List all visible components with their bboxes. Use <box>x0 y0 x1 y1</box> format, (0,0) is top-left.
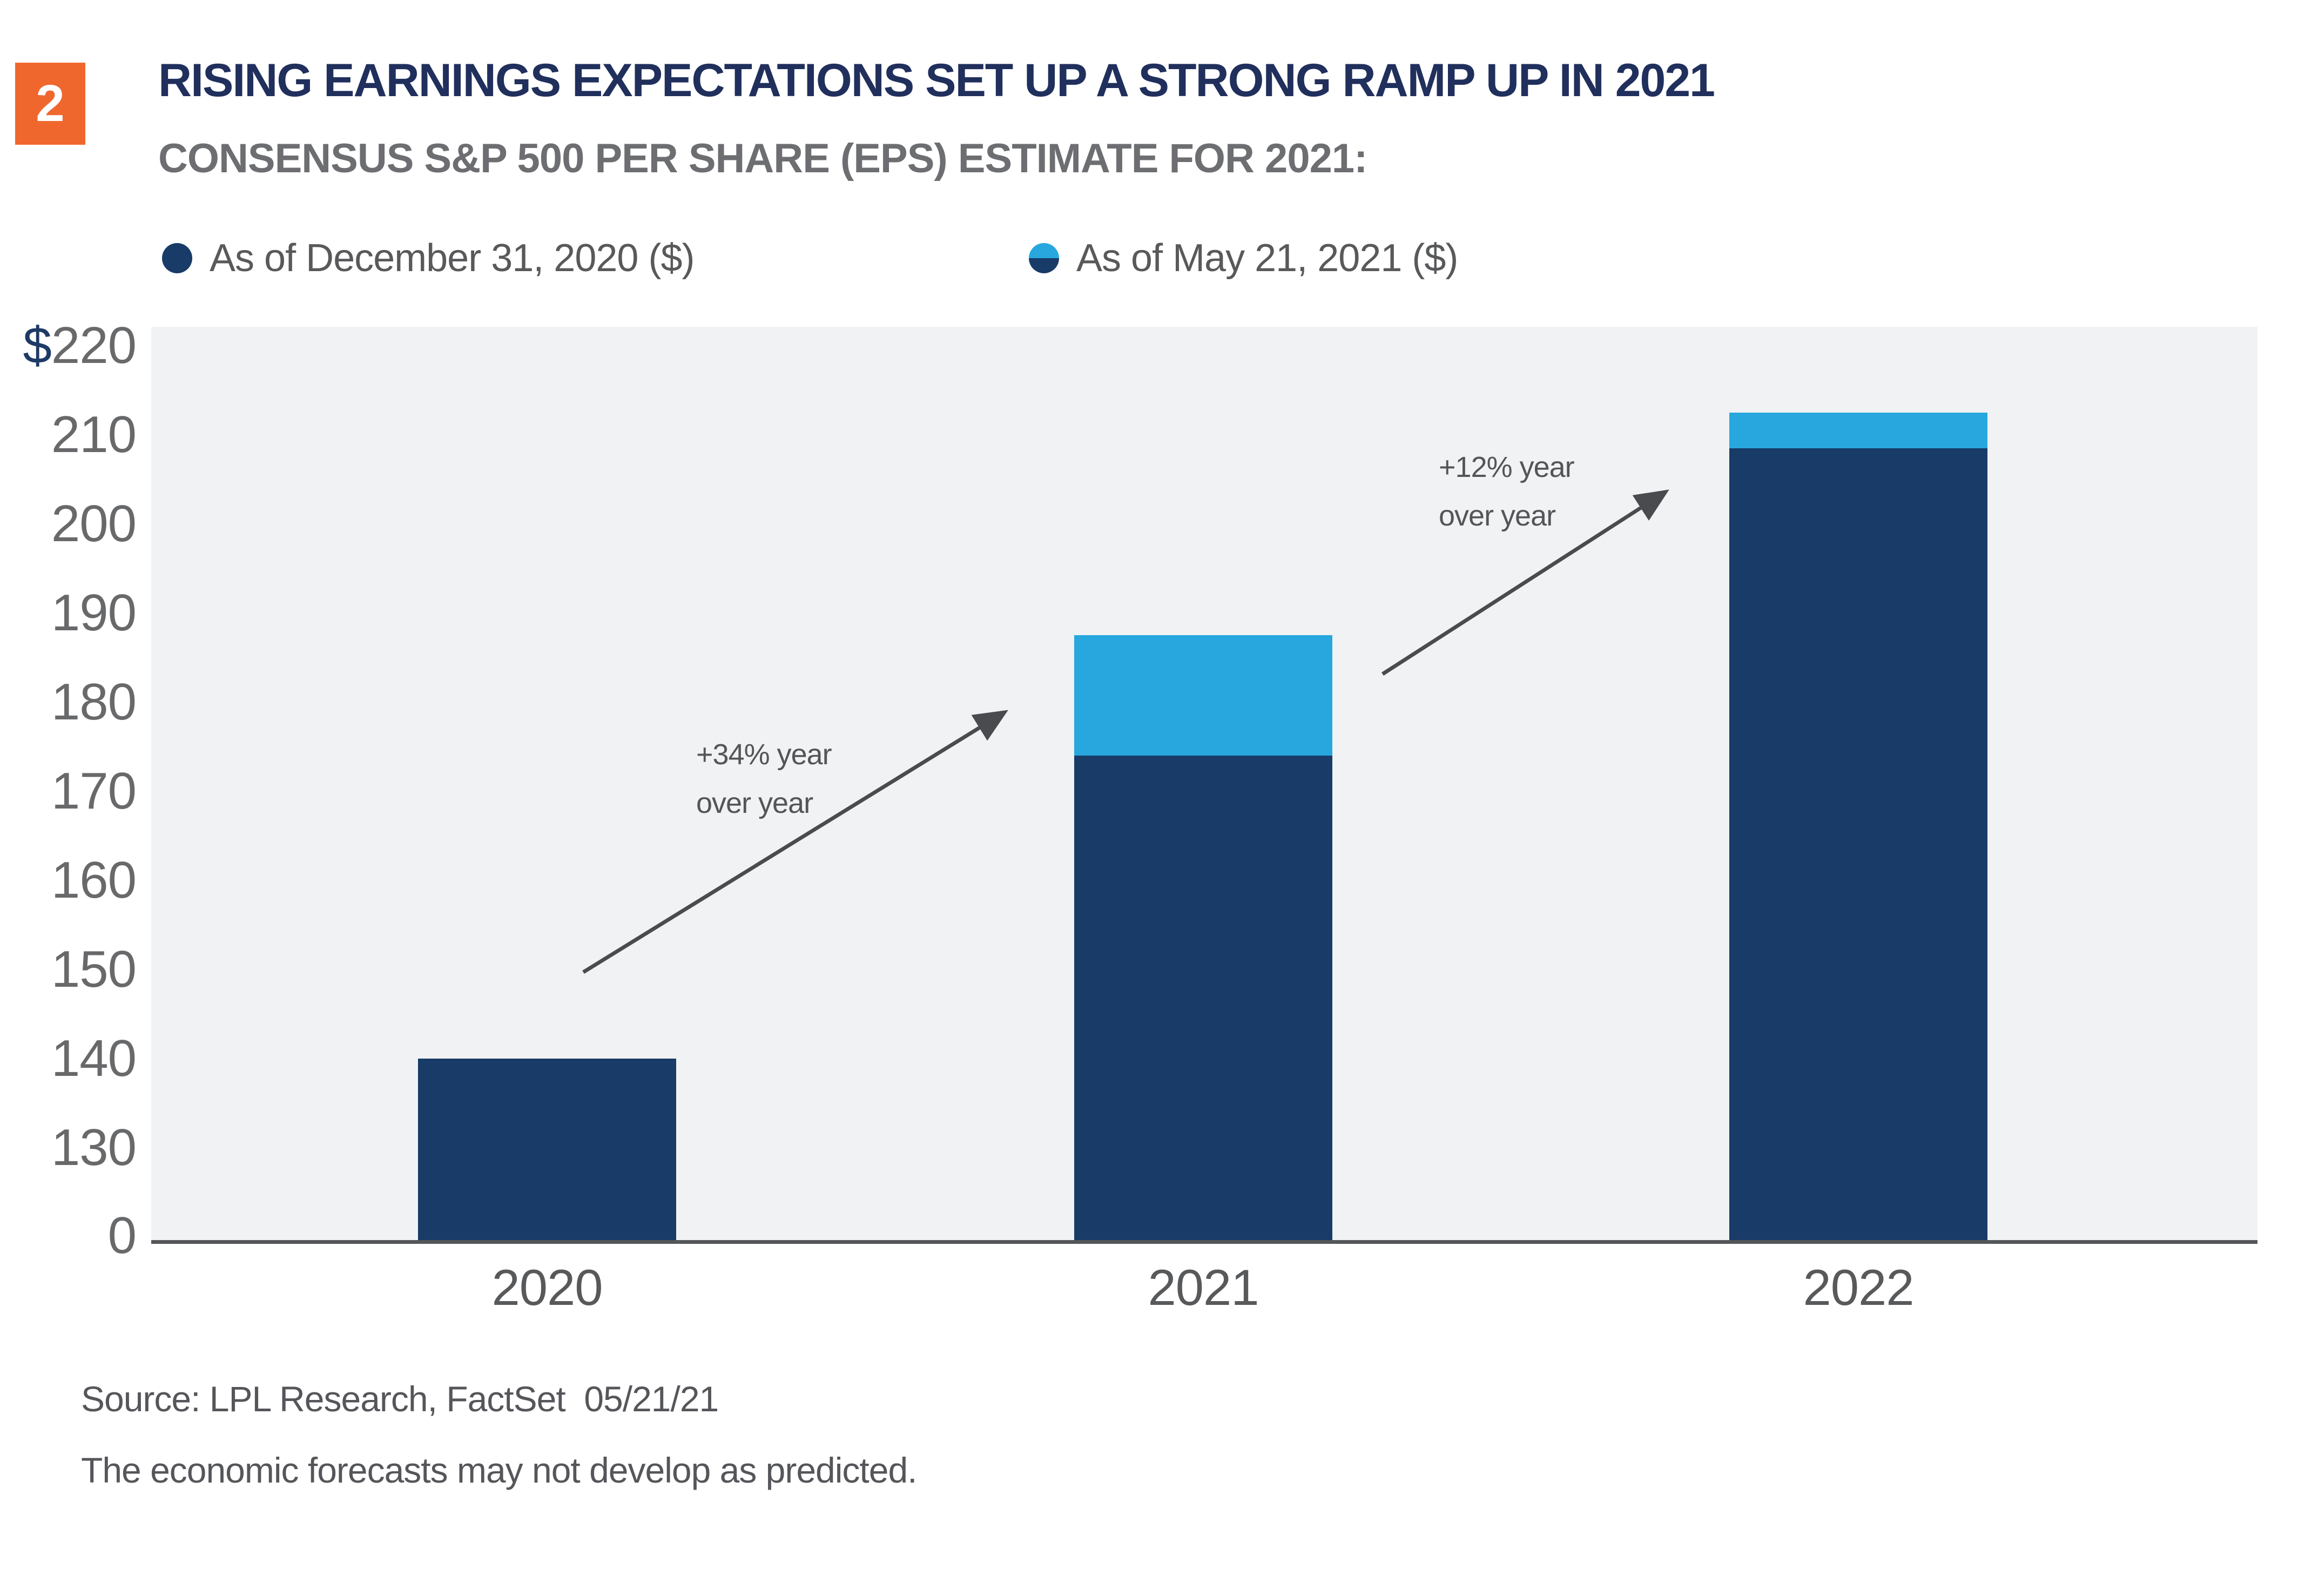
y-tick-label-180: 180 <box>51 673 137 731</box>
legend-label: As of May 21, 2021 ($) <box>1076 237 1458 280</box>
annotation-line: over year <box>1439 500 1556 532</box>
x-tick-label-2021: 2021 <box>1148 1259 1259 1316</box>
x-tick-label-2022: 2022 <box>1803 1259 1914 1316</box>
y-tick-label-170: 170 <box>51 762 137 820</box>
chart-title: RISING EARNINGS EXPECTATIONS SET UP A ST… <box>158 55 1715 106</box>
y-tick-label-160: 160 <box>51 851 137 909</box>
annotation-yoy-12: +12% year over year <box>1439 443 1575 540</box>
legend-item-dec-2020: As of December 31, 2020 ($) <box>162 237 695 280</box>
legend-marker-solid-circle <box>162 243 192 273</box>
annotation-yoy-34: +34% year over year <box>696 730 832 827</box>
figure-number: 2 <box>36 75 65 132</box>
y-tick-label-190: 190 <box>51 584 137 642</box>
annotation-line: +34% year <box>696 738 832 771</box>
legend-label: As of December 31, 2020 ($) <box>210 237 695 280</box>
annotation-line: +12% year <box>1439 451 1575 483</box>
source-attribution: Source: LPL Research, FactSet 05/21/21 <box>81 1379 719 1419</box>
y-tick-label-150: 150 <box>51 940 137 998</box>
chart-subtitle: CONSENSUS S&P 500 PER SHARE (EPS) ESTIMA… <box>158 136 1367 181</box>
y-tick-label-130: 130 <box>51 1119 137 1176</box>
legend-item-may-2021: As of May 21, 2021 ($) <box>1029 237 1458 280</box>
legend-marker-half-circle <box>1029 243 1059 273</box>
forecast-disclaimer: The economic forecasts may not develop a… <box>81 1450 918 1490</box>
x-tick-label-2020: 2020 <box>491 1259 603 1316</box>
y-tick-label-140: 140 <box>51 1029 137 1087</box>
bar-2022 <box>1729 412 1987 1240</box>
y-tick-label-220: $220 <box>23 316 137 374</box>
y-tick-label-200: 200 <box>51 495 137 553</box>
y-tick-label-210: 210 <box>51 406 137 463</box>
x-axis-line <box>151 1240 2257 1244</box>
bar-2022-may-2021-segment <box>1729 412 1987 448</box>
annotation-line: over year <box>696 787 813 819</box>
bar-2021-may-2021-segment <box>1074 635 1332 756</box>
dollar-sign: $ <box>23 316 51 374</box>
bar-2020 <box>418 1059 676 1240</box>
figure-number-badge: 2 <box>15 63 85 145</box>
bar-2021 <box>1074 635 1332 1240</box>
y-tick-label-0: 0 <box>107 1207 137 1264</box>
